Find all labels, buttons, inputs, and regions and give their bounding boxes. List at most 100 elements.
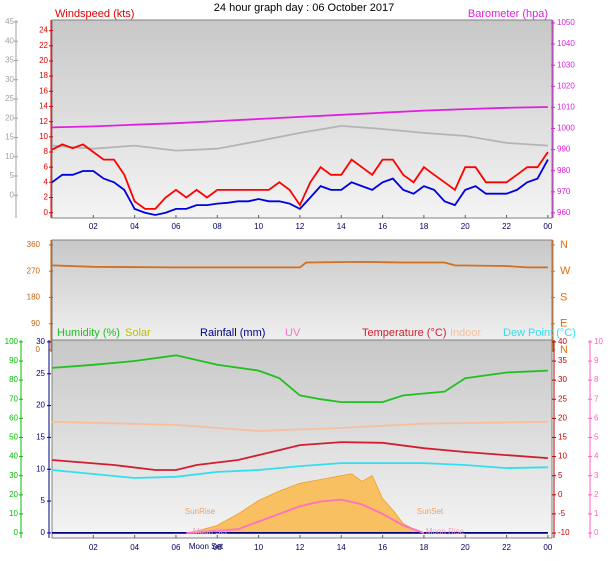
y2-tick-label: 5 — [558, 471, 563, 480]
x-tick-label: 12 — [295, 543, 304, 552]
legend-entry: Dew Point (°C) — [503, 327, 576, 339]
y2-tick-label: 970 — [557, 187, 571, 196]
plot-area — [51, 239, 553, 353]
y2-tick-label: S — [560, 291, 567, 303]
y4-tick-label: 6 — [594, 413, 599, 422]
x-tick-label: 10 — [254, 543, 263, 552]
y3-tick-label: 5 — [41, 496, 46, 505]
y4-tick-label: 4 — [594, 452, 599, 461]
y3-tick-label: 30 — [5, 75, 14, 84]
y2-tick-label: 20 — [558, 413, 567, 422]
y2-tick-label: 40 — [558, 337, 567, 346]
x-tick-label: 22 — [502, 543, 511, 552]
y-tick-label: 70 — [9, 394, 18, 403]
y3-tick-label: 35 — [5, 56, 14, 65]
annotation: SunSet — [417, 507, 444, 516]
annotation: Moon Set — [193, 527, 228, 536]
y-tick-label: 18 — [39, 71, 48, 80]
y3-tick-label: 20 — [36, 401, 45, 410]
y2-tick-label: -5 — [558, 509, 566, 518]
series-line — [51, 420, 548, 432]
y2-tick-label: 1020 — [557, 81, 575, 90]
y3-tick-label: 15 — [5, 133, 14, 142]
y-tick-label: 0 — [36, 345, 41, 354]
y-tick-label: 8 — [44, 147, 49, 156]
y-tick-label: 30 — [9, 471, 18, 480]
y3-tick-label: 10 — [5, 152, 14, 161]
y3-tick-label: 10 — [36, 464, 45, 473]
y4-tick-label: 0 — [594, 528, 599, 537]
x-tick-label: 06 — [172, 543, 181, 552]
y4-tick-label: 9 — [594, 356, 599, 365]
y-tick-label: 6 — [44, 162, 49, 171]
y-tick-label: 16 — [39, 86, 48, 95]
y-tick-label: 360 — [27, 240, 41, 249]
y2-axis-label: Barometer (hpa) — [468, 8, 548, 20]
y-tick-label: 24 — [39, 26, 48, 35]
x-tick-label: 12 — [295, 222, 304, 231]
x-tick-label: 14 — [337, 222, 346, 231]
y2-tick-label: 960 — [557, 208, 571, 217]
series-line — [51, 354, 548, 403]
x-tick-label: 16 — [378, 222, 387, 231]
y-tick-label: 180 — [27, 293, 41, 302]
legend-entry: Solar — [125, 327, 151, 339]
y4-tick-label: 5 — [594, 433, 599, 442]
legend-entry: Humidity (%) — [57, 327, 120, 339]
series-line — [51, 106, 548, 129]
x-tick-label: 18 — [419, 222, 428, 231]
y-tick-label: 20 — [39, 56, 48, 65]
series-line — [51, 143, 549, 210]
legend-entry: Rainfall (mm) — [200, 327, 265, 339]
x-tick-label: 14 — [337, 543, 346, 552]
y2-tick-label: 990 — [557, 145, 571, 154]
x-tick-label: 08 — [213, 222, 222, 231]
x-tick-label: 00 — [543, 222, 552, 231]
series-line — [51, 441, 548, 471]
series-line — [51, 159, 549, 216]
y-axis-label: Windspeed (kts) — [55, 8, 134, 20]
y-tick-label: 100 — [5, 337, 19, 346]
x-tick-label: 02 — [89, 222, 98, 231]
y-tick-label: 20 — [9, 490, 18, 499]
y3-tick-label: 20 — [5, 113, 14, 122]
y2-tick-label: E — [560, 318, 567, 330]
y2-tick-label: 1040 — [557, 39, 575, 48]
annotation: SunRise — [185, 507, 216, 516]
y2-tick-label: 10 — [558, 452, 567, 461]
y-tick-label: 50 — [9, 433, 18, 442]
y2-tick-label: 980 — [557, 166, 571, 175]
x-tick-label: 04 — [130, 222, 139, 231]
y-tick-label: 90 — [31, 319, 40, 328]
y2-tick-label: N — [560, 239, 568, 251]
y2-tick-label: -10 — [558, 528, 570, 537]
y2-tick-label: 1050 — [557, 18, 575, 27]
x-tick-label: 06 — [172, 222, 181, 231]
x-tick-label: 08 — [213, 543, 222, 552]
y-tick-label: 90 — [9, 356, 18, 365]
series-line — [51, 260, 548, 269]
series-line — [186, 498, 425, 534]
y-tick-label: 2 — [44, 193, 49, 202]
legend-entry: Temperature (°C) — [362, 327, 446, 339]
y2-tick-label: 25 — [558, 394, 567, 403]
y2-tick-label: 1030 — [557, 60, 575, 69]
y3-tick-label: 25 — [36, 369, 45, 378]
y-tick-label: 40 — [9, 452, 18, 461]
y-tick-label: 60 — [9, 413, 18, 422]
y-tick-label: 22 — [39, 41, 48, 50]
x-tick-label: 16 — [378, 543, 387, 552]
y4-tick-label: 8 — [594, 375, 599, 384]
x-tick-label: 20 — [461, 222, 470, 231]
y4-tick-label: 1 — [594, 509, 599, 518]
y-tick-label: 12 — [39, 117, 48, 126]
y2-tick-label: W — [560, 265, 571, 277]
x-tick-label: 02 — [89, 543, 98, 552]
y-tick-label: 10 — [39, 132, 48, 141]
x-tick-label: 22 — [502, 222, 511, 231]
x-tick-label: 00 — [543, 543, 552, 552]
y-tick-label: 10 — [9, 509, 18, 518]
y3-tick-label: 45 — [5, 17, 14, 26]
y-tick-label: 14 — [39, 102, 48, 111]
